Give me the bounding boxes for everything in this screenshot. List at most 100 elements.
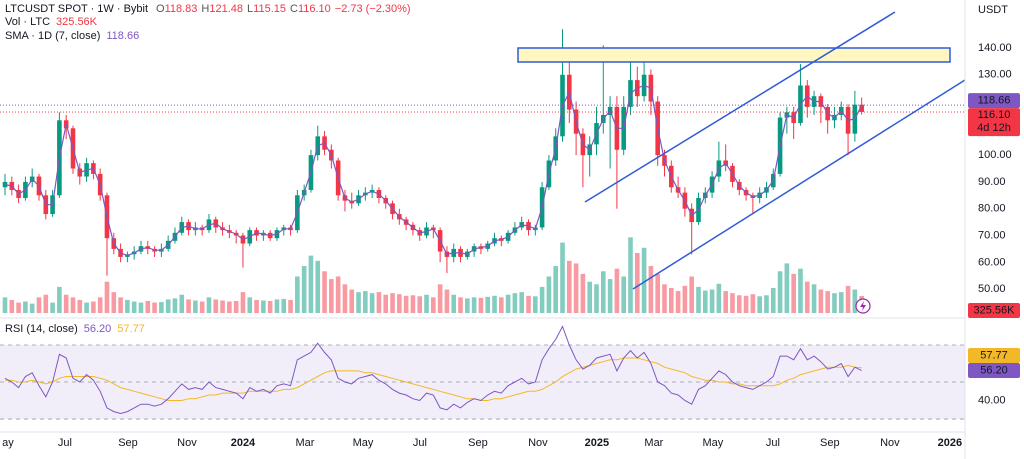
sma-badge	[968, 93, 1020, 109]
resistance-zone	[517, 47, 951, 63]
ohlc-value: 121.48	[209, 3, 243, 15]
volume-bar	[227, 301, 232, 313]
volume-bar	[9, 299, 15, 313]
volume-bar	[179, 294, 185, 313]
volume-bar	[736, 295, 742, 313]
candle-body	[859, 104, 864, 112]
volume-bar	[539, 286, 545, 313]
volume-bar	[131, 301, 137, 313]
volume-bar	[471, 297, 477, 313]
volume-bar	[233, 301, 239, 313]
volume-bar	[267, 301, 273, 313]
volume-bar	[709, 289, 715, 313]
volume-bar	[832, 293, 837, 313]
sma-legend: SMA · 1D (7, close) 118.66	[5, 30, 139, 42]
volume-bar	[723, 291, 728, 313]
volume-bar	[247, 297, 253, 313]
volume-bar	[702, 290, 708, 313]
volume-bar	[784, 263, 790, 313]
y-tick-label: 80.00	[978, 203, 1006, 215]
volume-bar	[628, 237, 633, 313]
volume-bar	[57, 286, 62, 313]
volume-bar	[145, 301, 151, 313]
sma-badge-text: 118.66	[978, 95, 1011, 107]
ohlc-key: C	[290, 3, 298, 15]
volume-bar	[587, 281, 593, 313]
rsi-legend: RSI (14, close) 56.20 57.77	[5, 323, 145, 335]
volume-bar	[97, 297, 103, 313]
volume-bar	[125, 299, 130, 313]
volume-bar	[376, 292, 382, 313]
rsi-badge-text: 56.20	[980, 365, 1008, 377]
volume-bar	[431, 297, 436, 313]
volume-bar	[553, 266, 559, 313]
volume-bar	[818, 289, 824, 313]
volume-bar	[600, 271, 606, 313]
x-tick-label: May	[703, 437, 724, 449]
volume-bar	[335, 276, 341, 313]
volume-bar	[417, 296, 423, 313]
volume-bar	[485, 296, 491, 313]
volume-bar	[84, 302, 89, 313]
volume-bar	[118, 297, 123, 313]
volume-bar	[16, 302, 21, 313]
volume-bar	[533, 296, 538, 313]
volume-bar	[777, 271, 783, 313]
sma-label: SMA · 1D (7, close)	[5, 30, 100, 42]
x-tick-label: Jul	[58, 437, 72, 449]
x-tick-label: Mar	[644, 437, 663, 449]
rsi-ma-last: 57.77	[117, 323, 145, 335]
close-countdown: 4d 12h	[977, 122, 1011, 134]
sma-last: 118.66	[106, 30, 139, 42]
volume-bar	[91, 301, 96, 313]
rsi-ma-line	[5, 357, 862, 401]
volume-bar	[573, 263, 579, 313]
candle-body	[2, 181, 8, 188]
volume-legend: Vol · LTC 325.56K	[5, 16, 98, 28]
volume-bar	[451, 294, 457, 313]
volume-bar	[77, 299, 83, 313]
volume-bar	[220, 300, 225, 313]
ohlc-key: H	[201, 3, 209, 15]
x-tick-label: Nov	[880, 437, 900, 449]
volume-bar	[478, 297, 484, 313]
volume-bar	[750, 294, 756, 313]
volume-bar	[512, 293, 518, 313]
x-tick-label: Mar	[295, 437, 314, 449]
volume-bar	[634, 253, 640, 313]
volume-bar	[50, 302, 55, 313]
y-tick-label: 60.00	[978, 256, 1006, 268]
volume-bar	[621, 276, 626, 313]
volume-bar	[662, 284, 667, 313]
volume-bar	[349, 289, 355, 313]
volume-bar	[648, 266, 654, 313]
volume-bar	[288, 299, 293, 313]
volume-bar	[111, 292, 117, 313]
volume-bar	[526, 295, 531, 313]
volume-bar	[791, 273, 796, 313]
y-tick-label: 50.00	[978, 283, 1006, 295]
volume-bar	[36, 297, 42, 313]
volume-bar	[193, 300, 198, 313]
volume-bar	[811, 284, 817, 313]
x-tick-label: May	[353, 437, 374, 449]
volume-bar	[308, 255, 314, 313]
y-tick-label: 130.00	[978, 69, 1012, 81]
volume-bar	[329, 279, 334, 313]
x-tick-label: ay	[2, 437, 14, 449]
volume-bar	[424, 294, 429, 313]
volume-bar	[825, 291, 830, 313]
ohlc-value: 115.15	[253, 3, 286, 15]
volume-bar	[301, 266, 307, 313]
volume-bar	[764, 295, 769, 313]
x-tick-label: Nov	[528, 437, 548, 449]
volume-bar	[261, 300, 266, 313]
volume-bar	[322, 271, 327, 313]
channel-lower	[632, 79, 966, 290]
ohlc-key: L	[247, 3, 253, 15]
volume-bar	[186, 299, 191, 313]
y-tick-label: 90.00	[978, 176, 1006, 188]
ohlc-value: 116.10	[298, 3, 331, 15]
